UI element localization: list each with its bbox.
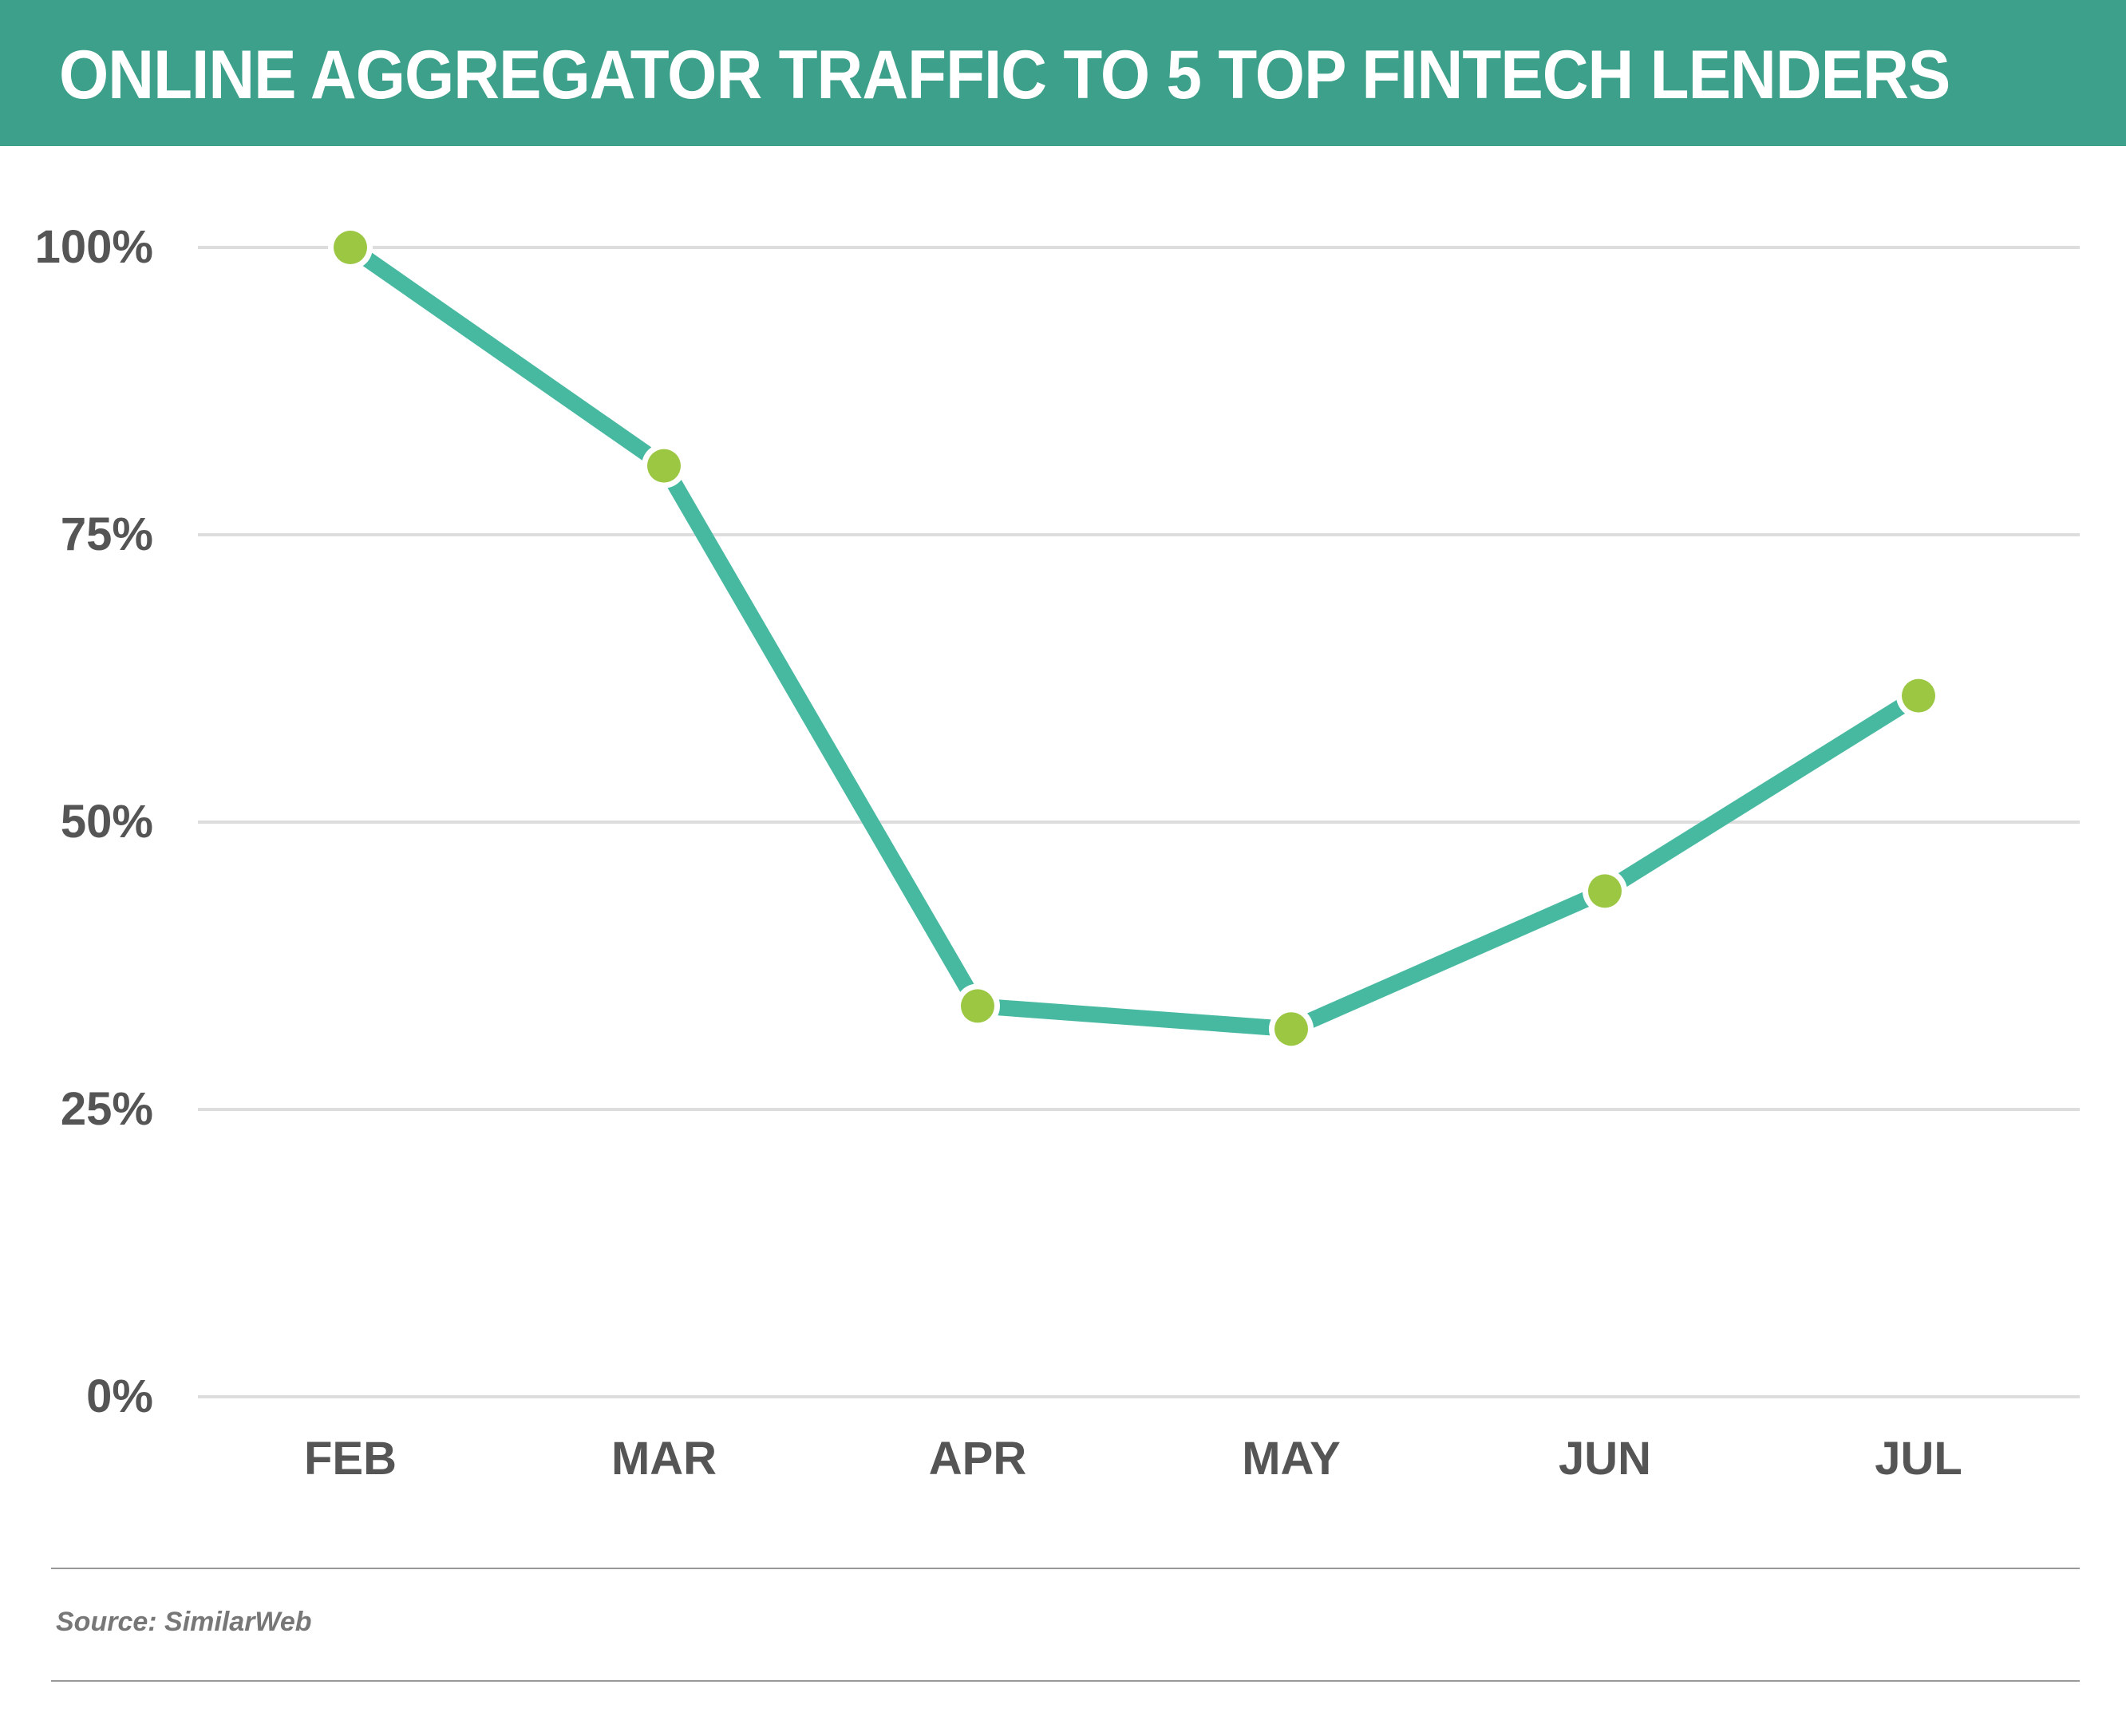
gridlines [198, 246, 2080, 1398]
x-tick-label: MAY [1242, 1433, 1341, 1485]
data-point-apr [961, 989, 994, 1023]
footer-top-rule [51, 1568, 2080, 1569]
x-tick-label: FEB [304, 1433, 397, 1485]
chart-title: ONLINE AGGREGATOR TRAFFIC TO 5 TOP FINTE… [59, 37, 1950, 113]
series-line [346, 240, 1923, 1038]
y-tick-label: 100% [34, 221, 153, 273]
data-point-jun [1588, 874, 1622, 908]
source-note: Source: SimilarWeb [56, 1607, 312, 1637]
y-tick-label: 50% [60, 796, 153, 848]
y-tick-label: 25% [60, 1083, 153, 1135]
data-point-jul [1902, 678, 1935, 713]
footer-bottom-rule [51, 1680, 2080, 1682]
data-point-feb [334, 231, 367, 264]
y-tick-label: 0% [86, 1370, 153, 1422]
x-tick-label: JUN [1558, 1433, 1652, 1485]
y-tick-label: 75% [60, 508, 153, 560]
data-point-may [1274, 1012, 1308, 1046]
x-tick-label: JUL [1875, 1433, 1962, 1485]
data-point-markers [328, 225, 1941, 1052]
x-tick-label: MAR [611, 1433, 717, 1485]
x-tick-label: APR [928, 1433, 1027, 1485]
data-point-mar [647, 449, 681, 483]
chart-header: ONLINE AGGREGATOR TRAFFIC TO 5 TOP FINTE… [0, 0, 2126, 146]
